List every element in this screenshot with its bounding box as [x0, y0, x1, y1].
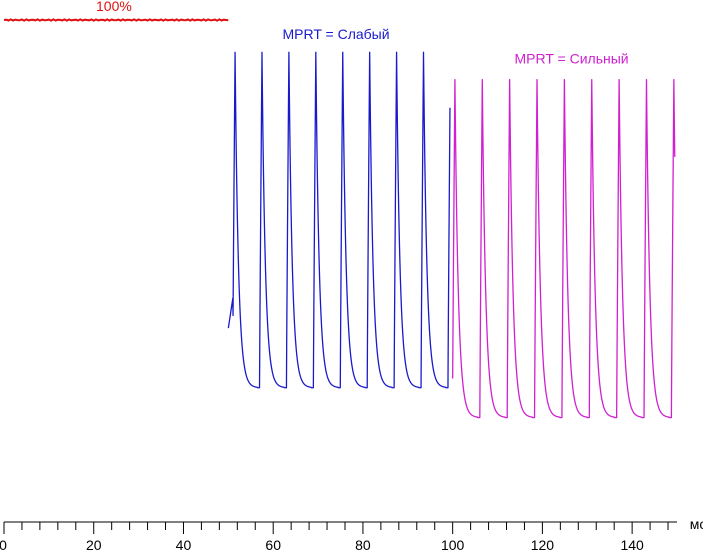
x-tick-label: 120 [531, 537, 555, 551]
x-axis: 0 20 40 60 80 100 120 140 мс [0, 516, 703, 551]
x-tick-label: 60 [265, 537, 281, 551]
reference-layer: 100% [3, 0, 229, 22]
x-tick-label: 0 [0, 537, 7, 551]
x-axis-unit-label: мс [690, 516, 703, 532]
series-layer [227, 51, 676, 419]
x-tick-label: 140 [620, 537, 644, 551]
series-line-2 [452, 78, 676, 419]
x-tick-label: 80 [355, 537, 371, 551]
x-tick-label: 100 [441, 537, 465, 551]
reference-label: 100% [96, 0, 132, 14]
x-tick-label: 40 [176, 537, 192, 551]
series-line-1 [227, 51, 451, 389]
x-tick-label: 20 [86, 537, 102, 551]
reference-line [3, 18, 229, 22]
series-label-2: MPRT = Сильный [515, 51, 629, 67]
label-layer: MPRT = Слабый MPRT = Сильный [282, 26, 628, 67]
series-label-1: MPRT = Слабый [282, 26, 389, 42]
